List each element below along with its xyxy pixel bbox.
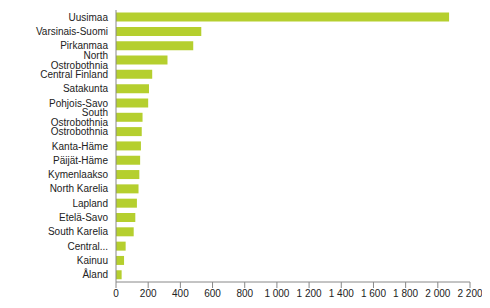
svg-text:800: 800: [236, 288, 253, 299]
svg-text:Uusimaa: Uusimaa: [69, 12, 109, 23]
svg-text:Etelä-Savo: Etelä-Savo: [59, 212, 108, 223]
svg-text:600: 600: [204, 288, 221, 299]
svg-text:1 800: 1 800: [393, 288, 418, 299]
svg-text:Pohjois-Savo: Pohjois-Savo: [49, 97, 108, 109]
svg-text:Kymenlaakso: Kymenlaakso: [48, 169, 108, 180]
svg-text:Åland: Åland: [82, 268, 108, 280]
svg-text:Varsinais-Suomi: Varsinais-Suomi: [36, 26, 108, 37]
svg-text:1 600: 1 600: [361, 288, 386, 299]
svg-text:1 200: 1 200: [297, 288, 322, 299]
svg-text:1 000: 1 000: [264, 288, 289, 299]
svg-text:0: 0: [113, 288, 119, 299]
svg-text:Kainuu: Kainuu: [77, 255, 108, 266]
svg-text:1 400: 1 400: [329, 288, 354, 299]
svg-text:Ostrobothnia: Ostrobothnia: [51, 126, 109, 137]
svg-text:200: 200: [140, 288, 157, 299]
svg-text:SouthOstrobothnia: SouthOstrobothnia: [51, 107, 109, 128]
svg-text:Pirkanmaa: Pirkanmaa: [60, 40, 108, 52]
svg-text:Päijät-Häme: Päijät-Häme: [53, 155, 108, 166]
svg-text:Central Finland: Central Finland: [40, 69, 108, 80]
svg-text:Lapland: Lapland: [72, 198, 108, 209]
svg-text:South Karelia: South Karelia: [48, 226, 108, 237]
svg-text:2 000: 2 000: [425, 288, 450, 299]
svg-text:Satakunta: Satakunta: [63, 83, 108, 94]
svg-text:2 200: 2 200: [457, 288, 482, 299]
svg-text:Kanta-Häme: Kanta-Häme: [52, 141, 109, 152]
svg-text:NorthOstrobothnia: NorthOstrobothnia: [51, 50, 109, 71]
svg-text:Central...: Central...: [67, 241, 108, 252]
svg-text:400: 400: [172, 288, 189, 299]
svg-text:North Karelia: North Karelia: [50, 183, 109, 194]
